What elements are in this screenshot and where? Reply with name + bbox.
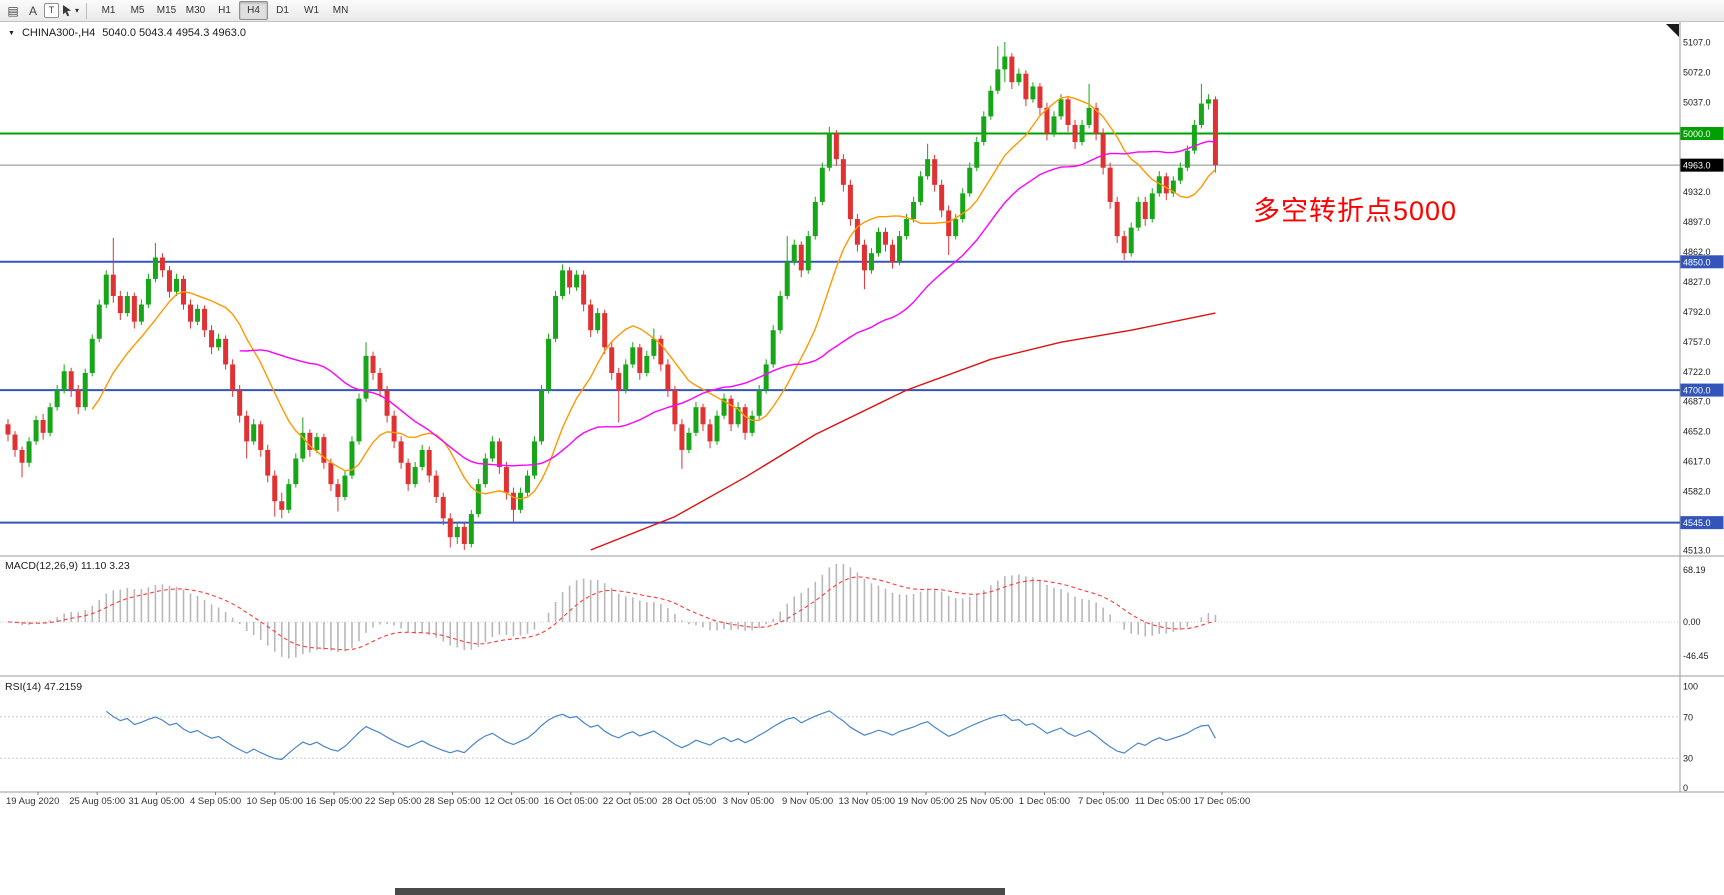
svg-text:22 Oct 05:00: 22 Oct 05:00 (603, 796, 657, 807)
svg-text:4792.0: 4792.0 (1683, 307, 1711, 317)
toolbar-separator (86, 2, 88, 19)
svg-text:70: 70 (1683, 712, 1693, 722)
collapse-triangle-icon[interactable]: ▼ (8, 29, 15, 37)
svg-text:1 Dec 05:00: 1 Dec 05:00 (1019, 796, 1070, 807)
svg-text:4862.0: 4862.0 (1683, 247, 1711, 257)
svg-text:4932.0: 4932.0 (1683, 187, 1711, 197)
ma-mid-line (239, 140, 1216, 467)
svg-text:68.19: 68.19 (1683, 565, 1706, 575)
svg-text:31 Aug 05:00: 31 Aug 05:00 (128, 796, 184, 807)
svg-text:25 Aug 05:00: 25 Aug 05:00 (69, 796, 125, 807)
price-label-bg-4963 (1680, 158, 1724, 172)
svg-text:100: 100 (1683, 682, 1698, 692)
annotation-a-icon[interactable]: A (28, 3, 37, 18)
timeframe-m1-button[interactable]: M1 (101, 5, 116, 16)
svg-text:13 Nov 05:00: 13 Nov 05:00 (839, 796, 896, 807)
chart-list-icon[interactable]: ▤ (7, 3, 19, 18)
cursor-tool-icon[interactable]: ▾ (61, 2, 79, 20)
svg-text:0.00: 0.00 (1683, 617, 1701, 627)
timeframe-mn-button[interactable]: MN (332, 5, 349, 16)
svg-text:4582.0: 4582.0 (1683, 486, 1711, 496)
timeframe-m15-button[interactable]: M15 (156, 5, 177, 16)
price-label-bg-5000 (1680, 127, 1724, 141)
ma-slow-line (590, 312, 1216, 551)
chart-header: ▼ CHINA300-,H4 5040.0 5043.4 4954.3 4963… (8, 27, 246, 39)
macd-panel: MACD(12,26,9) 11.10 3.23 68.19 0.00 -46.45 (0, 560, 1709, 661)
macd-label: MACD(12,26,9) 11.10 3.23 (5, 560, 130, 572)
svg-text:10 Sep 05:00: 10 Sep 05:00 (247, 796, 304, 807)
svg-text:4700.0: 4700.0 (1683, 386, 1711, 396)
svg-text:16 Oct 05:00: 16 Oct 05:00 (544, 796, 598, 807)
timeframe-w1-button[interactable]: W1 (304, 5, 320, 16)
svg-text:4687.0: 4687.0 (1683, 397, 1711, 407)
dropdown-arrow-icon: ▾ (75, 6, 80, 15)
svg-text:4850.0: 4850.0 (1683, 257, 1711, 267)
svg-text:19 Nov 05:00: 19 Nov 05:00 (898, 796, 955, 807)
chart-annotation: 多空转折点5000 (1253, 196, 1458, 226)
svg-text:16 Sep 05:00: 16 Sep 05:00 (306, 796, 363, 807)
svg-text:9 Nov 05:00: 9 Nov 05:00 (782, 796, 833, 807)
svg-text:5000.0: 5000.0 (1683, 129, 1711, 139)
chart-symbol: CHINA300-,H4 (21, 27, 96, 39)
svg-text:28 Sep 05:00: 28 Sep 05:00 (424, 796, 481, 807)
price-axis-labels[interactable]: 5000.0 4963.0 4850.0 4700.0 4545.0 5107.0 5072… (1680, 38, 1724, 556)
price-label-bg-4700 (1680, 383, 1724, 397)
time-axis[interactable]: 19 Aug 2020 25 Aug 05:00 31 Aug 05:00 4 Sep… (6, 792, 1250, 807)
horizontal-levels[interactable] (0, 132, 1680, 524)
price-label-bg-4850 (1680, 255, 1724, 269)
timeframe-m5-button[interactable]: M5 (130, 5, 145, 16)
timeframe-d1-button[interactable]: D1 (276, 5, 289, 16)
toolbar: ▤ A T ▾ M1 M5 M15 M30 H1 H4 D1 W1 MN (0, 0, 1724, 22)
svg-text:28 Oct 05:00: 28 Oct 05:00 (662, 796, 716, 807)
bottom-strip (395, 888, 1005, 895)
price-label-bg-4545 (1680, 516, 1724, 530)
svg-text:30: 30 (1683, 754, 1693, 764)
rsi-line (105, 710, 1216, 761)
svg-text:0: 0 (1683, 783, 1688, 793)
ma-fast-line (91, 95, 1216, 500)
svg-text:4513.0: 4513.0 (1683, 546, 1711, 556)
svg-text:11 Dec 05:00: 11 Dec 05:00 (1135, 796, 1191, 807)
svg-text:22 Sep 05:00: 22 Sep 05:00 (365, 796, 422, 807)
svg-text:19 Aug 2020: 19 Aug 2020 (6, 796, 59, 807)
panel-borders (0, 22, 1724, 793)
svg-text:7 Dec 05:00: 7 Dec 05:00 (1078, 796, 1129, 807)
svg-text:5072.0: 5072.0 (1683, 67, 1711, 77)
svg-text:4652.0: 4652.0 (1683, 427, 1711, 437)
svg-text:4757.0: 4757.0 (1683, 337, 1711, 347)
chart-shift-triangle-icon[interactable] (1666, 24, 1679, 37)
svg-text:4 Sep 05:00: 4 Sep 05:00 (190, 796, 241, 807)
svg-text:5107.0: 5107.0 (1683, 38, 1711, 48)
timeframe-m30-button[interactable]: M30 (185, 5, 206, 16)
chart-ohlc: 5040.0 5043.4 4954.3 4963.0 (102, 27, 247, 39)
svg-text:4963.0: 4963.0 (1683, 161, 1711, 171)
svg-text:4827.0: 4827.0 (1683, 277, 1711, 287)
svg-text:4897.0: 4897.0 (1683, 217, 1711, 227)
svg-text:-46.45: -46.45 (1683, 651, 1709, 661)
timeframe-h1-button[interactable]: H1 (218, 5, 231, 16)
svg-text:5037.0: 5037.0 (1683, 97, 1711, 107)
svg-text:3 Nov 05:00: 3 Nov 05:00 (723, 796, 774, 807)
svg-text:4545.0: 4545.0 (1683, 518, 1711, 528)
rsi-panel: RSI(14) 47.2159 100 70 30 0 (0, 681, 1698, 793)
cursor-arrow-icon (63, 5, 71, 17)
rsi-label: RSI(14) 47.2159 (5, 681, 82, 693)
svg-text:17 Dec 05:00: 17 Dec 05:00 (1194, 796, 1251, 807)
timeframe-group: M1 M5 M15 M30 H1 H4 D1 W1 MN (94, 1, 355, 20)
text-tool-icon[interactable]: T (44, 3, 59, 18)
svg-text:4617.0: 4617.0 (1683, 457, 1711, 467)
candles-layer (5, 42, 1218, 550)
svg-text:25 Nov 05:00: 25 Nov 05:00 (957, 796, 1014, 807)
timeframe-h4-button[interactable]: H4 (239, 1, 269, 20)
svg-text:4722.0: 4722.0 (1683, 367, 1711, 377)
svg-text:12 Oct 05:00: 12 Oct 05:00 (484, 796, 538, 807)
